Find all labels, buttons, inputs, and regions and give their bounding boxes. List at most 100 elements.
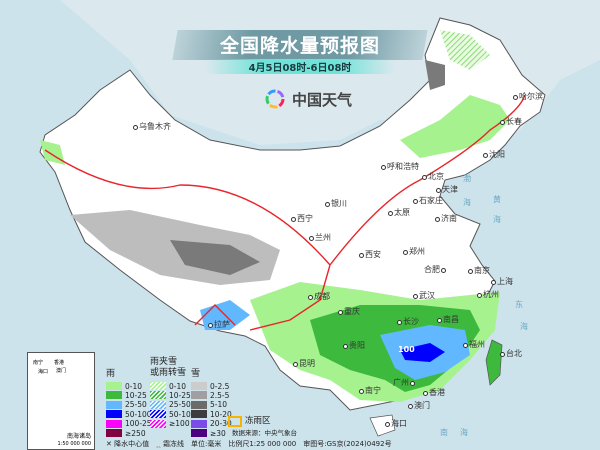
sea-label: 海 [493,215,501,224]
sea-label: 黄 [493,195,501,204]
city-label: 郑州 [403,247,425,257]
approval-number: 审图号:GS京(2024)0492号 [303,440,392,448]
sea-label: 海 [520,322,528,331]
legend-label-snow: 5-10 [210,400,228,410]
city-name: 天津 [442,185,458,194]
city-name: 澳门 [414,401,430,410]
legend-footer: ✕ 降水中心值 ꞈꞈ 霜冻线 单位:毫米 比例尺1:25 000 000 审图号… [106,440,392,449]
legend-swatch-snow [191,400,207,409]
city-name: 广州 [393,378,409,387]
city-name: 长春 [506,117,522,126]
sea-label: 南 [440,428,448,437]
city-label: 哈尔滨 [513,92,543,102]
city-label: 武汉 [413,291,435,301]
city-label: 石家庄 [413,196,443,206]
legend-label-snow: 20-30 [210,419,232,429]
city-name: 上海 [497,277,513,286]
legend-swatch-mixed [150,391,166,400]
city-name: 西安 [365,250,381,259]
inset-label: 南宁 [33,360,44,366]
legend-label-snow: ≥30 [210,428,226,438]
city-label: 南宁 [359,386,381,396]
city-label: 银川 [325,199,347,209]
legend-label-rain: 0-10 [125,381,143,391]
legend-label-rain: 100-250 [125,419,157,429]
legend-mixed-title: 雨夹雪 或雨转雪 [150,357,187,378]
city-name: 呼和浩特 [387,162,419,171]
city-name: 贵阳 [349,341,365,350]
data-source: 数据来源：中央气象台 [232,429,297,437]
city-marker-icon [477,292,482,298]
city-name: 福州 [469,340,485,349]
city-name: 南昌 [443,315,459,324]
city-label: 海口 [385,419,407,429]
city-marker-icon [397,319,402,325]
frost-line-icon: ꞈꞈ [156,440,163,448]
city-marker-icon [308,294,313,300]
city-marker-icon [408,403,413,409]
city-marker-icon [359,252,364,258]
center-mark-label: 降水中心值 [114,440,150,448]
page-title: 全国降水量预报图 [219,35,380,57]
city-marker-icon [291,216,296,222]
city-marker-icon [410,380,415,386]
legend-label-snow: 0-2.5 [210,381,230,391]
legend-label-snow: 2.5-5 [210,390,230,400]
city-marker-icon [325,201,330,207]
city-marker-icon [403,249,408,255]
city-label: 合肥 [424,265,446,275]
legend-swatch-snow [191,391,207,400]
city-name: 郑州 [409,247,425,256]
legend-swatch-rain [106,419,122,428]
city-label: 成都 [308,292,330,302]
legend-swatch-snow [191,410,207,419]
city-name: 南京 [474,266,490,275]
legend-rain-title: 雨 [106,369,116,379]
freezing-rain-label: 冻雨区 [245,416,271,426]
city-name: 拉萨 [214,320,230,329]
city-label: 南昌 [437,315,459,325]
city-name: 长沙 [403,317,419,326]
legend-label-rain: 25-50 [125,400,147,410]
city-marker-icon [441,267,446,273]
precipitation-center-value: 100 [398,345,415,354]
taiwan [485,339,503,386]
city-marker-icon [208,322,213,328]
city-name: 昆明 [299,359,315,368]
city-name: 杭州 [483,290,499,299]
frost-line [44,94,526,331]
city-name: 太原 [394,208,410,217]
city-label: 台北 [500,349,522,359]
city-label: 沈阳 [483,150,505,160]
legend-swatch-snow [191,382,207,390]
frost-line-label: 霜冻线 [162,440,184,448]
legend-swatch-mixed [150,382,166,390]
south-china-sea-inset: 南宁 香港 海口 澳门 南海诸岛 1:50 000 000 [27,352,95,450]
legend-swatch-rain [106,400,122,409]
legend-label-rain: 50-100 [125,409,152,419]
city-label: 乌鲁木齐 [133,122,171,132]
city-marker-icon [381,164,386,170]
hainan [369,414,396,437]
city-label: 杭州 [477,290,499,300]
city-marker-icon [436,187,441,193]
legend-label-rain: ≥250 [125,428,146,438]
legend-swatch-rain [106,429,122,437]
city-label: 西安 [359,250,381,260]
city-label: 济南 [435,214,457,224]
city-label: 北京 [422,172,444,182]
mixed-northeast [440,30,490,70]
city-marker-icon [423,390,428,396]
sea-label: 海 [463,198,471,207]
rain-light-northeast [400,95,510,158]
city-label: 上海 [491,277,513,287]
inset-label: 澳门 [56,368,67,374]
city-marker-icon [385,421,390,427]
city-marker-icon [343,343,348,349]
legend-swatch-snow [191,429,207,437]
legend-label-mixed: 0-10 [169,381,187,391]
sea-label: 渤 [463,174,471,183]
city-label: 香港 [423,388,445,398]
logo-text: 中国天气 [292,90,353,109]
city-label: 广州 [393,378,415,388]
